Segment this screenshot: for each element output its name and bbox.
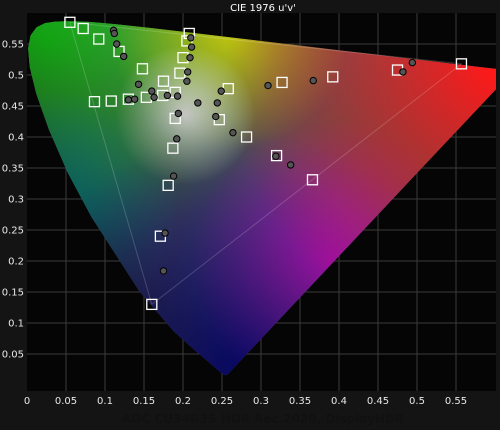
target-square [306, 174, 319, 186]
target-square [327, 71, 339, 83]
x-tick-label: 0.4 [331, 396, 347, 407]
measured-point [264, 81, 272, 90]
x-tick-label: 0.05 [55, 396, 77, 407]
measured-point [309, 76, 317, 85]
target-square [162, 179, 174, 192]
measured-point [130, 95, 139, 103]
measured-point [272, 152, 280, 160]
target-square [146, 298, 158, 311]
y-tick-label: 0.2 [8, 257, 24, 268]
target-square [88, 96, 101, 108]
measured-point [150, 93, 158, 102]
measured-point [110, 29, 119, 38]
y-tick-label: 0.45 [2, 102, 24, 113]
y-tick-label: 0.1 [8, 319, 24, 330]
y-tick-label: 0.35 [2, 164, 24, 175]
x-tick-label: 0.3 [253, 396, 269, 407]
y-tick-label: 0.05 [2, 350, 24, 361]
measured-point [183, 77, 191, 85]
measured-point [113, 40, 121, 48]
measured-point [186, 53, 194, 62]
x-tick-label: 0.45 [367, 396, 389, 407]
target-square [240, 131, 253, 143]
measured-point [187, 43, 196, 51]
measured-point [217, 87, 225, 95]
y-tick-label: 0.5 [8, 71, 24, 82]
measured-point [213, 99, 222, 107]
gamut-edge [69, 21, 462, 65]
measured-point [159, 267, 168, 275]
x-tick-label: 0.25 [211, 396, 233, 407]
measured-point [163, 91, 172, 100]
gamut-edge [69, 22, 153, 305]
gamut-triangle-lines [69, 21, 462, 305]
target-square [77, 22, 89, 35]
measured-point [183, 68, 192, 76]
x-tick-label: 0.15 [133, 396, 155, 407]
chart-caption: AOC CU34G3S HDR Rec.2020, DisplayHDR [122, 412, 404, 426]
measured-point [148, 87, 156, 95]
measured-point [399, 68, 407, 76]
y-tick-label: 0.15 [2, 288, 24, 299]
x-tick-label: 0 [24, 396, 30, 407]
measured-point [169, 172, 178, 180]
measurement-points [64, 16, 468, 311]
target-square [136, 63, 149, 75]
y-tick-label: 0.25 [2, 226, 24, 237]
y-tick-label: 0.3 [8, 195, 24, 206]
measured-point [408, 58, 417, 67]
measured-point [161, 229, 169, 237]
x-axis-ticks: 0 0.05 0.1 0.15 0.2 0.25 0.3 0.35 0.4 0.45 0.5 0.55 [24, 396, 467, 407]
measured-point [173, 135, 181, 143]
y-tick-label: 0.55 [2, 40, 24, 51]
chart-title: CIE 1976 u'v' [230, 3, 296, 14]
measured-point [134, 80, 143, 89]
y-tick-label: 0.4 [8, 133, 24, 144]
x-tick-label: 0.35 [289, 396, 311, 407]
target-square [270, 149, 283, 162]
target-square [64, 16, 76, 28]
y-axis-ticks: 0.05 0.1 0.15 0.2 0.25 0.3 0.35 0.4 0.45 0.5 0.55 [2, 40, 24, 361]
gamut-edge [151, 63, 462, 305]
measured-point [173, 92, 182, 100]
target-square [105, 95, 117, 107]
target-square [157, 75, 170, 87]
target-square [93, 33, 105, 45]
x-tick-label: 0.55 [445, 396, 467, 407]
target-square [167, 142, 179, 154]
measured-point [212, 112, 220, 121]
measured-point [286, 161, 295, 169]
target-square [455, 58, 468, 70]
measured-point [120, 52, 128, 61]
target-square [276, 76, 288, 89]
x-tick-label: 0.5 [409, 396, 425, 407]
measured-point [174, 109, 183, 118]
measured-point [187, 34, 195, 42]
x-tick-label: 0.2 [175, 396, 191, 407]
measured-point [124, 96, 133, 104]
x-tick-label: 0.1 [97, 396, 113, 407]
measured-point [194, 99, 202, 107]
measured-point [229, 128, 237, 137]
